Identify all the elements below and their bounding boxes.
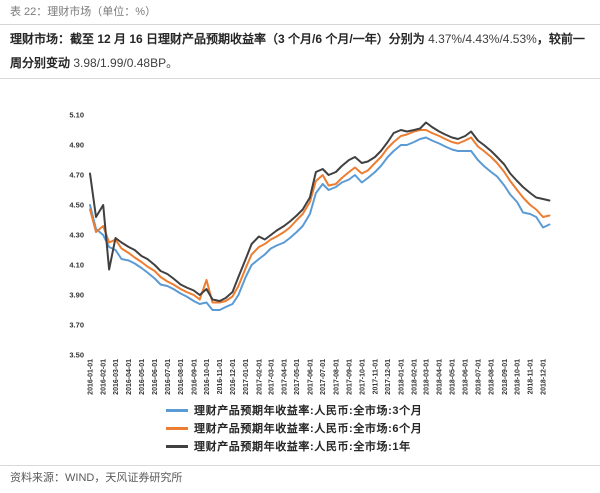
x-tick-label: 2016-09-01 (191, 359, 198, 395)
legend-swatch-3-month (166, 408, 188, 412)
caption-title: 表 22：理财市场（单位：%） (10, 6, 157, 18)
x-tick-label: 2018-11-01 (528, 359, 535, 395)
y-tick-label: 3.70 (69, 321, 84, 330)
legend-item-3-month: 理财产品预期年收益率:人民币:全市场:3个月 (166, 401, 422, 419)
x-tick-label: 2017-08-01 (333, 359, 340, 395)
legend-item-1-year: 理财产品预期年收益率:人民币:全市场:1年 (166, 437, 422, 455)
source-note: 资料来源：WIND，天风证券研究所 (10, 472, 183, 484)
x-tick-label: 2016-04-01 (126, 359, 133, 395)
x-tick-label: 2018-10-01 (515, 359, 522, 395)
x-tick-label: 2017-07-01 (320, 359, 327, 395)
series-line-6-month (89, 129, 551, 304)
y-tick-label: 4.70 (69, 171, 84, 180)
x-tick-label: 2018-09-01 (502, 359, 509, 395)
table-caption: 表 22：理财市场（单位：%） (0, 0, 600, 25)
y-tick-label: 3.90 (69, 291, 84, 300)
y-tick-label: 4.30 (69, 231, 84, 240)
legend-label-6-month: 理财产品预期年收益率:人民币:全市场:6个月 (194, 423, 423, 435)
divider-bottom (0, 465, 600, 466)
plot-area (89, 121, 551, 311)
series-line-3-month (89, 136, 551, 311)
x-tick-label: 2017-04-01 (282, 359, 289, 395)
legend-swatch-1-year (166, 444, 188, 448)
x-tick-label: 2018-08-01 (489, 359, 496, 395)
legend-swatch-6-month (166, 426, 188, 430)
x-tick-label: 2016-02-01 (101, 359, 108, 395)
x-tick-label: 2017-12-01 (385, 359, 392, 395)
x-tick-label: 2016-11-01 (217, 359, 224, 395)
x-tick-label: 2016-12-01 (230, 359, 237, 395)
x-tick-label: 2017-11-01 (373, 359, 380, 395)
x-tick-label: 2017-03-01 (268, 359, 275, 395)
x-tick-label: 2017-02-01 (256, 359, 263, 395)
x-tick-label: 2016-10-01 (204, 359, 211, 395)
x-tick-label: 2018-12-01 (541, 359, 548, 395)
divider-top (0, 78, 600, 79)
x-tick-label: 2018-06-01 (463, 359, 470, 395)
x-tick-label: 2016-01-01 (88, 359, 95, 395)
series-line-1-year (89, 121, 551, 302)
x-tick-label: 2016-05-01 (139, 359, 146, 395)
x-tick-label: 2016-06-01 (152, 359, 159, 395)
x-axis: 2016-01-01 2016-02-01 2016-03-01 2016-04-01… (88, 359, 548, 395)
summary-rates: 4.37%/4.43%/4.53% (428, 32, 537, 46)
x-tick-label: 2016-08-01 (178, 359, 185, 395)
x-tick-label: 2017-01-01 (243, 359, 250, 395)
line-chart: 3.50 3.70 3.90 4.10 4.30 4.50 4.70 4.90 5.10 201… (69, 111, 551, 395)
summary-end: 。 (166, 56, 179, 70)
legend-label-3-month: 理财产品预期年收益率:人民币:全市场:3个月 (194, 405, 423, 417)
y-axis: 3.50 3.70 3.90 4.10 4.30 4.50 4.70 4.90 5.10 (69, 111, 84, 360)
y-tick-label: 3.50 (69, 351, 84, 360)
x-tick-label: 2018-02-01 (412, 359, 419, 395)
x-tick-label: 2018-05-01 (450, 359, 457, 395)
y-tick-label: 4.90 (69, 141, 84, 150)
x-tick-label: 2017-06-01 (307, 359, 314, 395)
legend-label-1-year: 理财产品预期年收益率:人民币:全市场:1年 (194, 441, 411, 453)
legend-item-6-month: 理财产品预期年收益率:人民币:全市场:6个月 (166, 419, 422, 437)
x-tick-label: 2018-04-01 (437, 359, 444, 395)
summary-paragraph: 理财市场：截至 12 月 16 日理财产品预期收益率（3 个月/6 个月/一年）… (10, 27, 590, 75)
y-tick-label: 4.50 (69, 201, 84, 210)
x-tick-label: 2016-03-01 (113, 359, 120, 395)
x-tick-label: 2017-09-01 (347, 359, 354, 395)
x-tick-label: 2017-05-01 (294, 359, 301, 395)
y-tick-label: 4.10 (69, 261, 84, 270)
legend: 理财产品预期年收益率:人民币:全市场:3个月 理财产品预期年收益率:人民币:全市… (166, 401, 422, 455)
summary-change-label: ，较前一周分别变动 (10, 32, 585, 70)
y-tick-label: 5.10 (69, 111, 84, 120)
x-tick-label: 2018-01-01 (398, 359, 405, 395)
summary-changes: 3.98/1.99/0.48BP (73, 56, 167, 70)
summary-lead: 理财市场：截至 12 月 16 日理财产品预期收益率（3 个月/6 个月/一年）… (10, 32, 425, 46)
x-tick-label: 2018-07-01 (475, 359, 482, 395)
x-tick-label: 2018-03-01 (424, 359, 431, 395)
x-tick-label: 2017-10-01 (359, 359, 366, 395)
x-tick-label: 2016-07-01 (165, 359, 172, 395)
